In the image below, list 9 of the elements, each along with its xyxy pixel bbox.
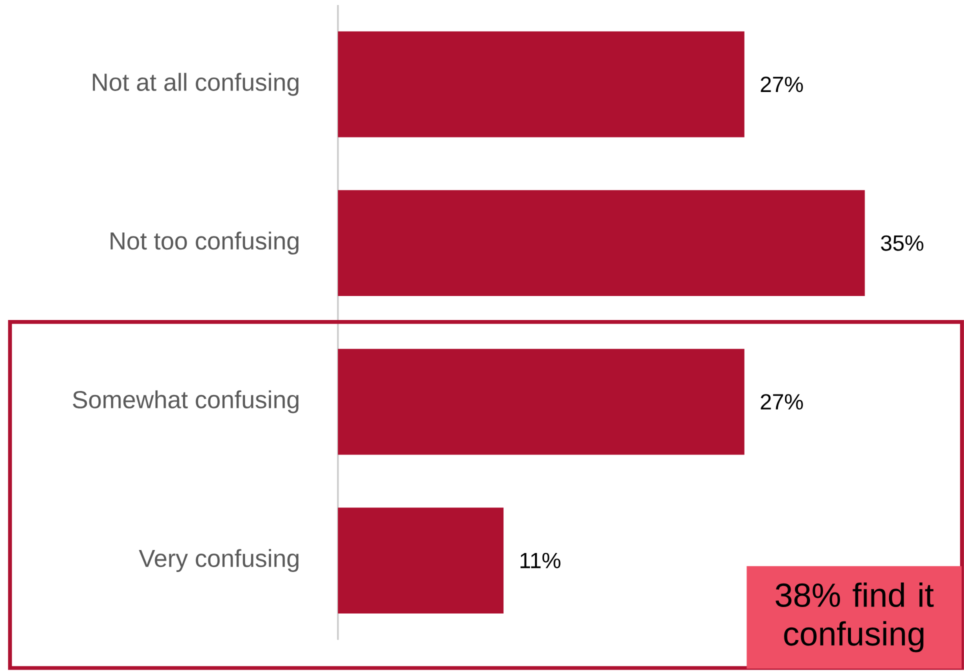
- y-tick-label: Not too confusing: [110, 232, 298, 255]
- annotation: 38% find it confusing: [776, 582, 934, 652]
- y-tick-label: Very confusing: [138, 549, 298, 572]
- y-tick-label: Somewhat confusing: [72, 390, 298, 414]
- data-label: 27%: [760, 76, 803, 92]
- y-tick-label: Not at all confusing: [92, 72, 298, 96]
- data-label: 35%: [881, 235, 924, 251]
- data-label: 11%: [520, 552, 560, 568]
- data-label: 27%: [760, 394, 803, 410]
